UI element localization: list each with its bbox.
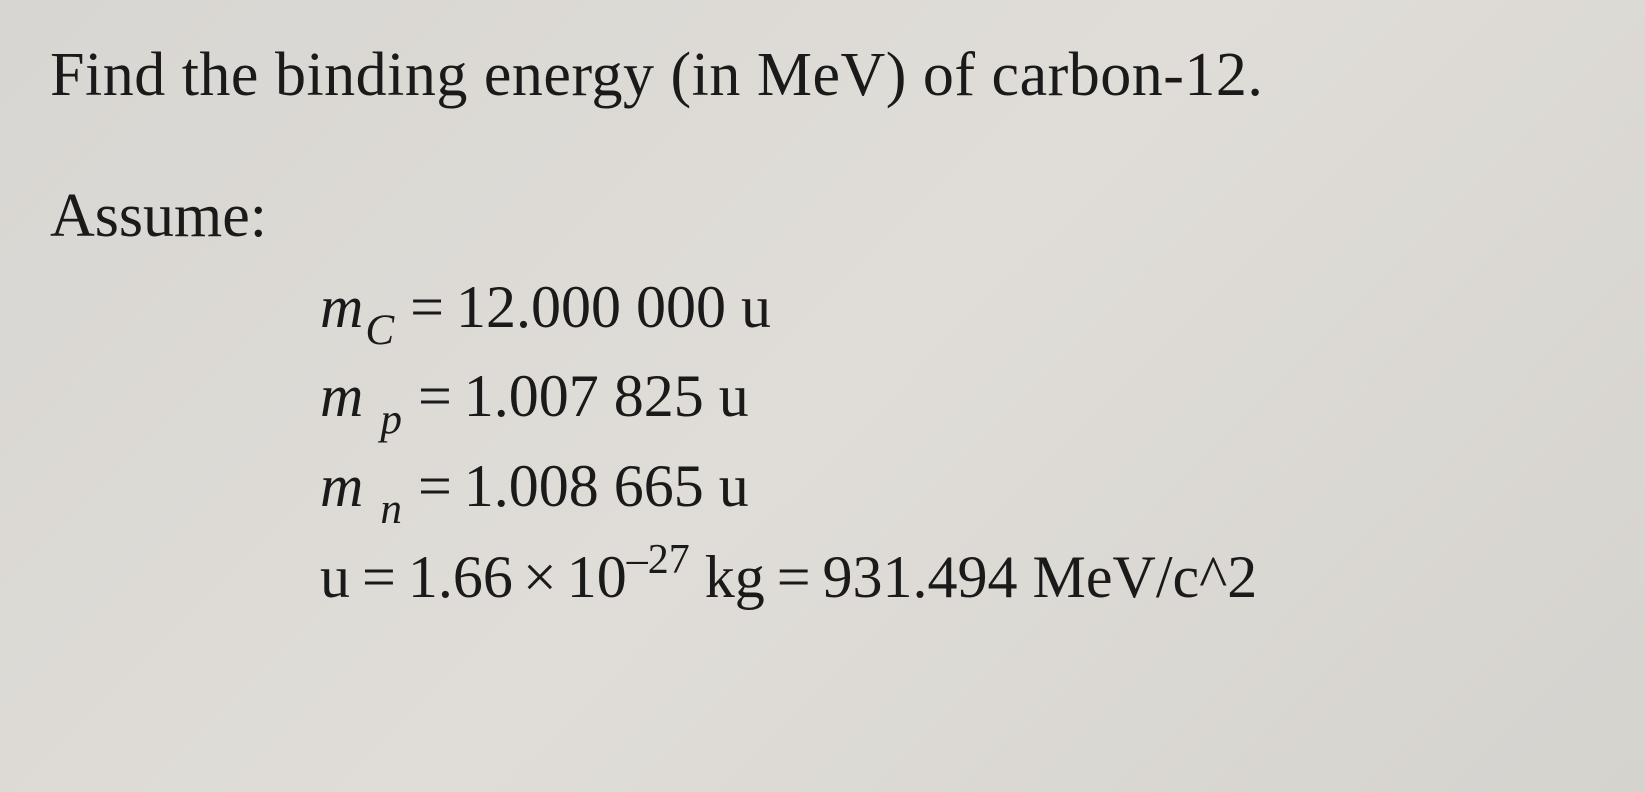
u-coeff: 1.66 bbox=[408, 544, 513, 610]
mc-value: 12.000 000 u bbox=[456, 274, 771, 340]
mult-sign: × bbox=[523, 544, 557, 610]
equals-sign: = bbox=[418, 453, 452, 519]
problem-question: Find the binding energy (in MeV) of carb… bbox=[50, 40, 1595, 111]
u-value2: 931.494 MeV/c^2 bbox=[823, 544, 1258, 610]
u-unit-kg: kg bbox=[705, 544, 765, 610]
u-exp: –27 bbox=[627, 537, 690, 583]
u-base: 10 bbox=[567, 544, 627, 610]
mp-value: 1.007 825 u bbox=[464, 363, 749, 429]
equals-sign: = bbox=[777, 544, 811, 610]
equation-mn: m n =1.008 665 u bbox=[320, 446, 1595, 535]
equals-sign: = bbox=[362, 544, 396, 610]
assume-label: Assume: bbox=[50, 181, 1595, 252]
mn-value: 1.008 665 u bbox=[464, 453, 749, 519]
var-m: m bbox=[320, 363, 363, 429]
subscript-c: C bbox=[365, 307, 394, 354]
var-u: u bbox=[320, 544, 350, 610]
equals-sign: = bbox=[410, 274, 444, 340]
subscript-p: p bbox=[380, 396, 402, 443]
var-m: m bbox=[320, 453, 363, 519]
equation-mc: mC =12.000 000 u bbox=[320, 267, 1595, 356]
equations-block: mC=12.000 000 u m p=1.007 825 u m n=1.00… bbox=[50, 267, 1595, 618]
equals-sign: = bbox=[418, 363, 452, 429]
subscript-n: n bbox=[380, 486, 402, 533]
equation-u: u=1.66×10–27 kg=931.494 MeV/c^2 bbox=[320, 535, 1595, 618]
equation-mp: m p =1.007 825 u bbox=[320, 356, 1595, 445]
var-m: m bbox=[320, 274, 363, 340]
